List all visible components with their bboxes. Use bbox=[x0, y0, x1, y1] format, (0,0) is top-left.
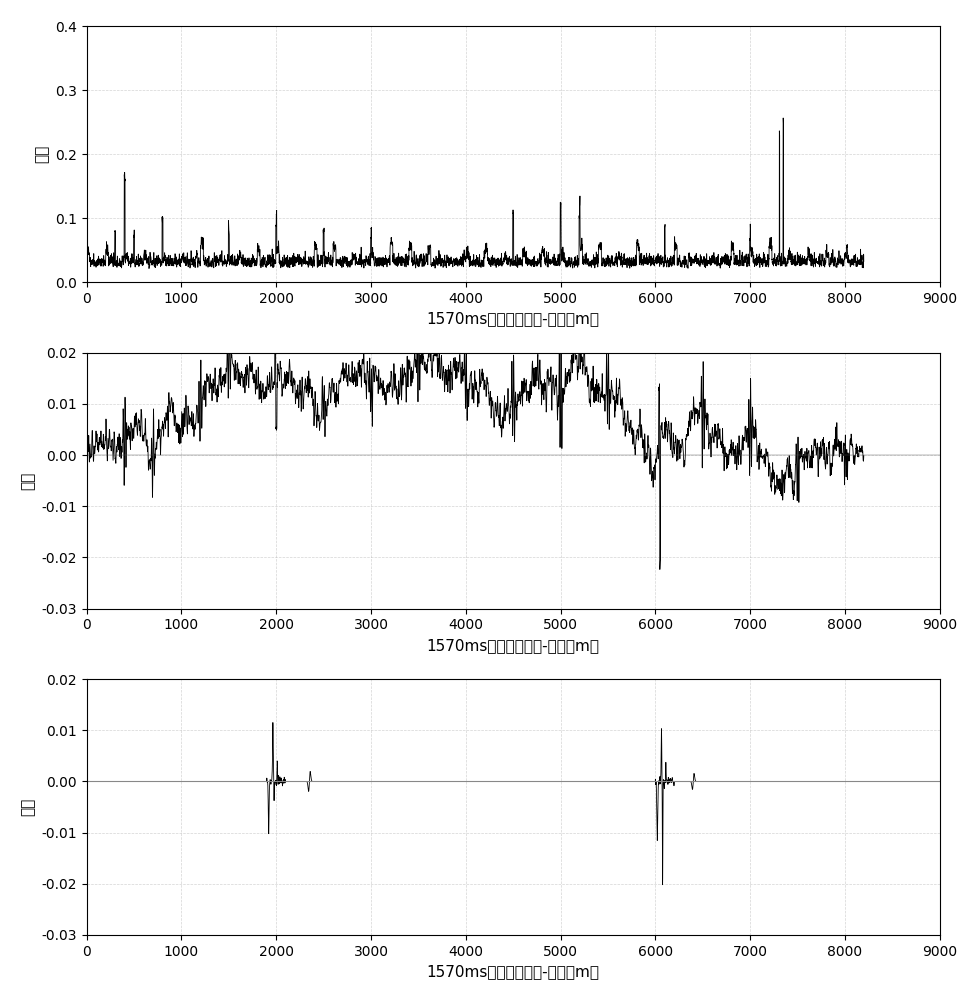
X-axis label: 1570ms时刻有效信号-距离（m）: 1570ms时刻有效信号-距离（m） bbox=[426, 964, 599, 979]
X-axis label: 1570ms时刻差值信号-距离（m）: 1570ms时刻差值信号-距离（m） bbox=[426, 638, 599, 653]
Y-axis label: 幅值: 幅值 bbox=[21, 798, 36, 816]
Y-axis label: 幅值: 幅值 bbox=[21, 471, 36, 490]
Y-axis label: 幅值: 幅值 bbox=[34, 145, 50, 163]
X-axis label: 1570ms时刻原始信号-距离（m）: 1570ms时刻原始信号-距离（m） bbox=[426, 311, 599, 326]
